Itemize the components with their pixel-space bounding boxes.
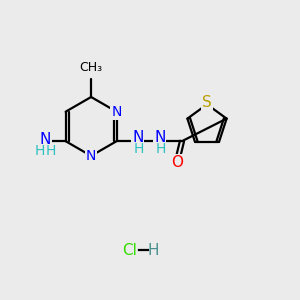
Text: N: N — [154, 130, 166, 145]
Text: N: N — [39, 132, 51, 147]
Text: CH₃: CH₃ — [80, 61, 103, 74]
Text: N: N — [132, 130, 143, 145]
Text: H: H — [133, 142, 144, 156]
Text: N: N — [86, 149, 96, 163]
Text: O: O — [172, 155, 184, 170]
Text: H: H — [35, 144, 45, 158]
Text: H: H — [46, 144, 56, 158]
Text: S: S — [202, 95, 212, 110]
Text: N: N — [111, 105, 122, 119]
Text: H: H — [148, 243, 159, 258]
Text: Cl: Cl — [122, 243, 137, 258]
Text: H: H — [155, 142, 166, 156]
